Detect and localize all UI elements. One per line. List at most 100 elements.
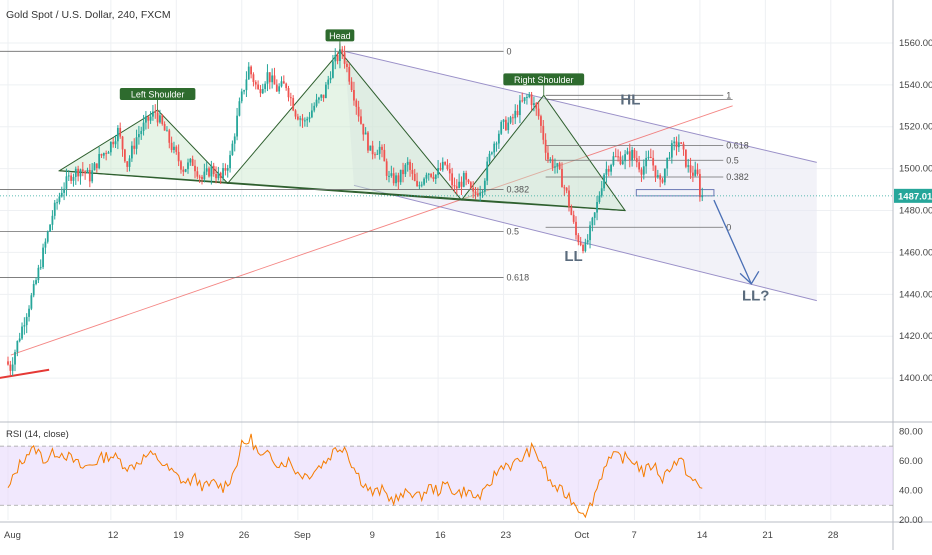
candle-body bbox=[215, 174, 217, 179]
candle-body bbox=[168, 130, 171, 143]
candle-body bbox=[14, 351, 16, 365]
candle-body bbox=[497, 133, 500, 144]
candle-body bbox=[367, 132, 369, 151]
candle-body bbox=[252, 74, 255, 83]
candle-body bbox=[364, 132, 367, 135]
fib-left-label-0.618: 0.618 bbox=[507, 273, 530, 283]
candle-body bbox=[670, 143, 673, 158]
candle-body bbox=[102, 153, 105, 156]
candle-body bbox=[472, 187, 475, 192]
candle-body bbox=[514, 110, 517, 119]
candle-body bbox=[152, 111, 154, 117]
candle-body bbox=[282, 81, 285, 84]
candle-body bbox=[682, 143, 685, 150]
candle-body bbox=[275, 84, 278, 92]
candle-body bbox=[430, 173, 432, 177]
ll-label: LL bbox=[564, 248, 582, 265]
x-tick-label: 12 bbox=[108, 530, 119, 541]
rsi-band bbox=[0, 446, 893, 506]
rsi-layer: 80.00 60.00 40.00 20.00 bbox=[0, 426, 923, 526]
candle-body bbox=[577, 235, 580, 243]
candle-body bbox=[357, 106, 360, 117]
candle-body bbox=[226, 168, 229, 171]
candle-body bbox=[610, 164, 612, 172]
candle-body bbox=[240, 91, 243, 102]
candle-body bbox=[315, 99, 318, 106]
candle-body bbox=[350, 81, 353, 90]
candle-body bbox=[677, 142, 680, 148]
candle-body bbox=[469, 182, 472, 188]
channel-fill bbox=[344, 51, 817, 301]
candle-body bbox=[533, 103, 535, 106]
candle-body bbox=[332, 61, 334, 78]
candle-body bbox=[444, 161, 447, 165]
candle-body bbox=[504, 119, 507, 131]
candle-body bbox=[362, 123, 365, 135]
candle-body bbox=[287, 88, 290, 98]
candle-body bbox=[303, 120, 306, 122]
candle-body bbox=[530, 94, 533, 106]
y-tick-label: 1440.00 bbox=[899, 289, 932, 300]
candle-body bbox=[51, 215, 54, 225]
candle-body bbox=[488, 153, 491, 162]
candle-body bbox=[49, 224, 51, 232]
candle-body bbox=[107, 152, 110, 154]
candle-body bbox=[561, 168, 563, 188]
candle-body bbox=[343, 52, 346, 64]
candle-body bbox=[467, 179, 470, 183]
candle-body bbox=[156, 112, 159, 123]
candle-body bbox=[116, 127, 119, 142]
candle-body bbox=[551, 159, 554, 168]
candle-body bbox=[565, 187, 568, 191]
candle-body bbox=[699, 173, 701, 198]
candle-body bbox=[687, 165, 690, 167]
candle-body bbox=[652, 158, 655, 166]
candle-body bbox=[123, 149, 126, 162]
y-tick-label: 1400.00 bbox=[899, 373, 932, 384]
chart-title: Gold Spot / U.S. Dollar, 240, FXCM bbox=[6, 9, 171, 21]
candle-body bbox=[432, 176, 435, 179]
candle-body bbox=[53, 202, 56, 216]
candle-body bbox=[271, 75, 274, 83]
candle-body bbox=[163, 123, 166, 131]
candle-body bbox=[70, 175, 73, 181]
candle-body bbox=[348, 66, 351, 82]
candle-body bbox=[540, 116, 542, 126]
candle-layer bbox=[7, 43, 704, 376]
candle-body bbox=[334, 54, 337, 62]
candle-body bbox=[542, 125, 545, 140]
candle-body bbox=[399, 169, 402, 183]
fib-right-label-0.5: 0.5 bbox=[726, 155, 739, 165]
candle-body bbox=[196, 171, 199, 177]
candle-body bbox=[563, 187, 566, 189]
candle-body bbox=[694, 169, 697, 176]
candle-body bbox=[617, 156, 619, 158]
candle-body bbox=[523, 97, 526, 101]
candle-body bbox=[425, 174, 428, 179]
candle-body bbox=[621, 161, 624, 165]
candle-body bbox=[479, 192, 482, 196]
candle-body bbox=[184, 169, 187, 172]
candle-body bbox=[140, 130, 143, 135]
x-tick-label: 9 bbox=[370, 530, 375, 541]
rsi-label: RSI (14, close) bbox=[6, 429, 69, 440]
candle-body bbox=[294, 110, 297, 117]
candle-body bbox=[544, 139, 547, 153]
candle-body bbox=[612, 156, 615, 165]
candle-body bbox=[607, 168, 610, 172]
y-tick-label: 1460.00 bbox=[899, 247, 932, 258]
candle-body bbox=[224, 168, 227, 171]
x-tick-label: Aug bbox=[4, 530, 21, 541]
candle-body bbox=[659, 175, 662, 180]
rsi-line bbox=[7, 433, 703, 519]
annotation-layer: Left Shoulder Head Right Shoulder HL LL LL? bbox=[0, 29, 893, 305]
candle-body bbox=[37, 267, 40, 281]
candle-body bbox=[341, 49, 344, 53]
candle-body bbox=[138, 134, 140, 138]
candle-body bbox=[175, 146, 178, 152]
candle-body bbox=[16, 341, 19, 352]
candle-body bbox=[23, 325, 26, 327]
candle-body bbox=[280, 81, 283, 87]
candle-body bbox=[397, 175, 400, 183]
